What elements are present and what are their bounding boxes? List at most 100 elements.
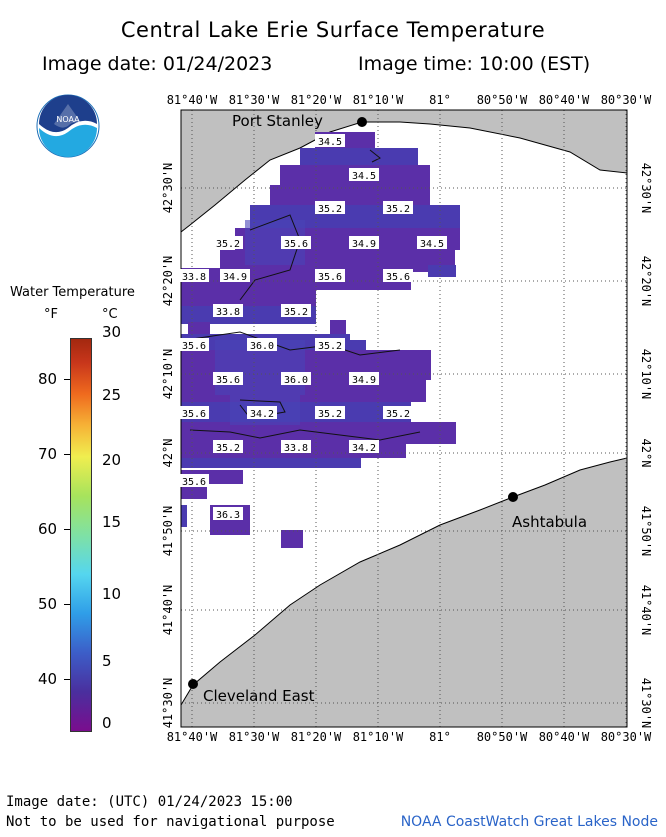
svg-text:33.8: 33.8 (284, 443, 308, 454)
footer-credit: NOAA CoastWatch Great Lakes Node (400, 814, 658, 830)
lat-label-right: 42°N (639, 439, 653, 468)
fahrenheit-tick: 70 (38, 445, 71, 463)
svg-text:35.2: 35.2 (216, 443, 240, 454)
lat-label-right: 42°30'N (639, 163, 653, 214)
temperature-label: 35.2 (213, 236, 243, 250)
noaa-logo-icon: NOAA (36, 94, 100, 158)
svg-text:34.5: 34.5 (352, 171, 376, 182)
svg-text:35.6: 35.6 (216, 375, 240, 386)
lon-label-top: 81°40'W (167, 93, 218, 107)
svg-text:35.2: 35.2 (386, 204, 410, 215)
city-label-port-stanley: Port Stanley (232, 112, 323, 130)
temperature-label: 35.6 (315, 269, 345, 283)
svg-text:34.9: 34.9 (352, 375, 376, 386)
lon-label-bottom: 81°40'W (167, 730, 218, 744)
temperature-label: 34.5 (349, 168, 379, 182)
celsius-tick: 5 (102, 652, 112, 670)
temperature-field (181, 132, 460, 548)
svg-text:35.2: 35.2 (318, 409, 342, 420)
lon-label-bottom: 81°20'W (291, 730, 342, 744)
map-title: Central Lake Erie Surface Temperature (120, 18, 546, 42)
svg-text:35.6: 35.6 (182, 409, 206, 420)
temperature-label: 34.9 (220, 269, 250, 283)
lat-label-left: 42°10'N (161, 349, 175, 400)
lon-label-bottom: 81°10'W (353, 730, 404, 744)
temperature-label: 35.2 (213, 440, 243, 454)
svg-text:33.8: 33.8 (182, 272, 206, 283)
lon-label-top: 81°10'W (353, 93, 404, 107)
lat-label-right: 42°10'N (639, 349, 653, 400)
temperature-label: 33.8 (281, 440, 311, 454)
svg-text:34.9: 34.9 (352, 239, 376, 250)
lat-label-right: 41°50'N (639, 506, 653, 557)
celsius-tick: 0 (102, 714, 112, 732)
celsius-tick: 10 (102, 585, 122, 603)
fahrenheit-tick: 40 (38, 670, 71, 688)
svg-text:35.2: 35.2 (318, 341, 342, 352)
svg-text:35.6: 35.6 (318, 272, 342, 283)
land-north (180, 109, 628, 234)
fahrenheit-tick: 50 (38, 595, 71, 613)
svg-text:35.6: 35.6 (182, 341, 206, 352)
lat-label-right: 41°30'N (639, 678, 653, 729)
celsius-tick: 15 (102, 513, 122, 531)
svg-text:35.2: 35.2 (318, 204, 342, 215)
lat-label-left: 41°50'N (161, 506, 175, 557)
svg-text:35.6: 35.6 (284, 239, 308, 250)
lon-label-top: 81°30'W (229, 93, 280, 107)
unit-celsius: °C (102, 307, 118, 322)
svg-text:34.2: 34.2 (250, 409, 274, 420)
lon-label-top: 80°50'W (477, 93, 528, 107)
svg-text:35.2: 35.2 (284, 307, 308, 318)
temperature-label: 35.6 (383, 269, 413, 283)
lon-label-bottom: 80°30'W (601, 730, 652, 744)
logo-text: NOAA (56, 115, 80, 124)
footer-disclaimer: Not to be used for navigational purpose (6, 814, 335, 830)
city-label-ashtabula: Ashtabula (512, 513, 587, 531)
svg-text:33.8: 33.8 (216, 307, 240, 318)
temperature-label: 34.2 (247, 406, 277, 420)
city-dot-port-stanley (357, 117, 367, 127)
svg-text:35.2: 35.2 (216, 239, 240, 250)
footer-utc-date: Image date: (UTC) 01/24/2023 15:00 (6, 794, 293, 810)
lon-label-bottom: 80°40'W (539, 730, 590, 744)
svg-text:34.5: 34.5 (420, 239, 444, 250)
svg-text:34.2: 34.2 (352, 443, 376, 454)
temperature-label: 35.2 (383, 406, 413, 420)
temperature-label: 34.9 (349, 236, 379, 250)
svg-text:36.0: 36.0 (284, 375, 308, 386)
lon-label-top: 80°40'W (539, 93, 590, 107)
svg-text:34.9: 34.9 (223, 272, 247, 283)
temperature-label: 35.6 (179, 338, 209, 352)
celsius-tick: 25 (102, 386, 122, 404)
lat-label-right: 42°20'N (639, 256, 653, 307)
lat-label-left: 42°30'N (161, 163, 175, 214)
svg-text:35.6: 35.6 (182, 477, 206, 488)
lon-label-bottom: 81°30'W (229, 730, 280, 744)
temperature-label: 34.5 (315, 134, 345, 148)
city-dot-cleveland (188, 679, 198, 689)
temperature-label: 35.2 (315, 338, 345, 352)
unit-fahrenheit: °F (44, 307, 58, 322)
image-time: Image time: 10:00 (EST) (358, 53, 591, 75)
temperature-label: 35.2 (281, 304, 311, 318)
temperature-label: 36.0 (247, 338, 277, 352)
legend-title: Water Temperature (10, 285, 135, 300)
temperature-label: 36.3 (213, 507, 243, 521)
svg-text:35.6: 35.6 (386, 272, 410, 283)
temperature-label: 35.2 (315, 406, 345, 420)
lon-label-top: 81°20'W (291, 93, 342, 107)
fahrenheit-tick: 60 (38, 520, 71, 538)
temperature-label: 34.2 (349, 440, 379, 454)
lon-label-top: 80°30'W (601, 93, 652, 107)
celsius-tick: 30 (102, 323, 122, 341)
temperature-label: 34.9 (349, 372, 379, 386)
svg-text:36.3: 36.3 (216, 510, 240, 521)
svg-text:36.0: 36.0 (250, 341, 274, 352)
temperature-label: 35.6 (213, 372, 243, 386)
lon-label-bottom: 81° (429, 730, 451, 744)
temperature-colorbar (70, 338, 92, 732)
celsius-tick: 20 (102, 451, 122, 469)
lat-label-left: 42°N (161, 439, 175, 468)
